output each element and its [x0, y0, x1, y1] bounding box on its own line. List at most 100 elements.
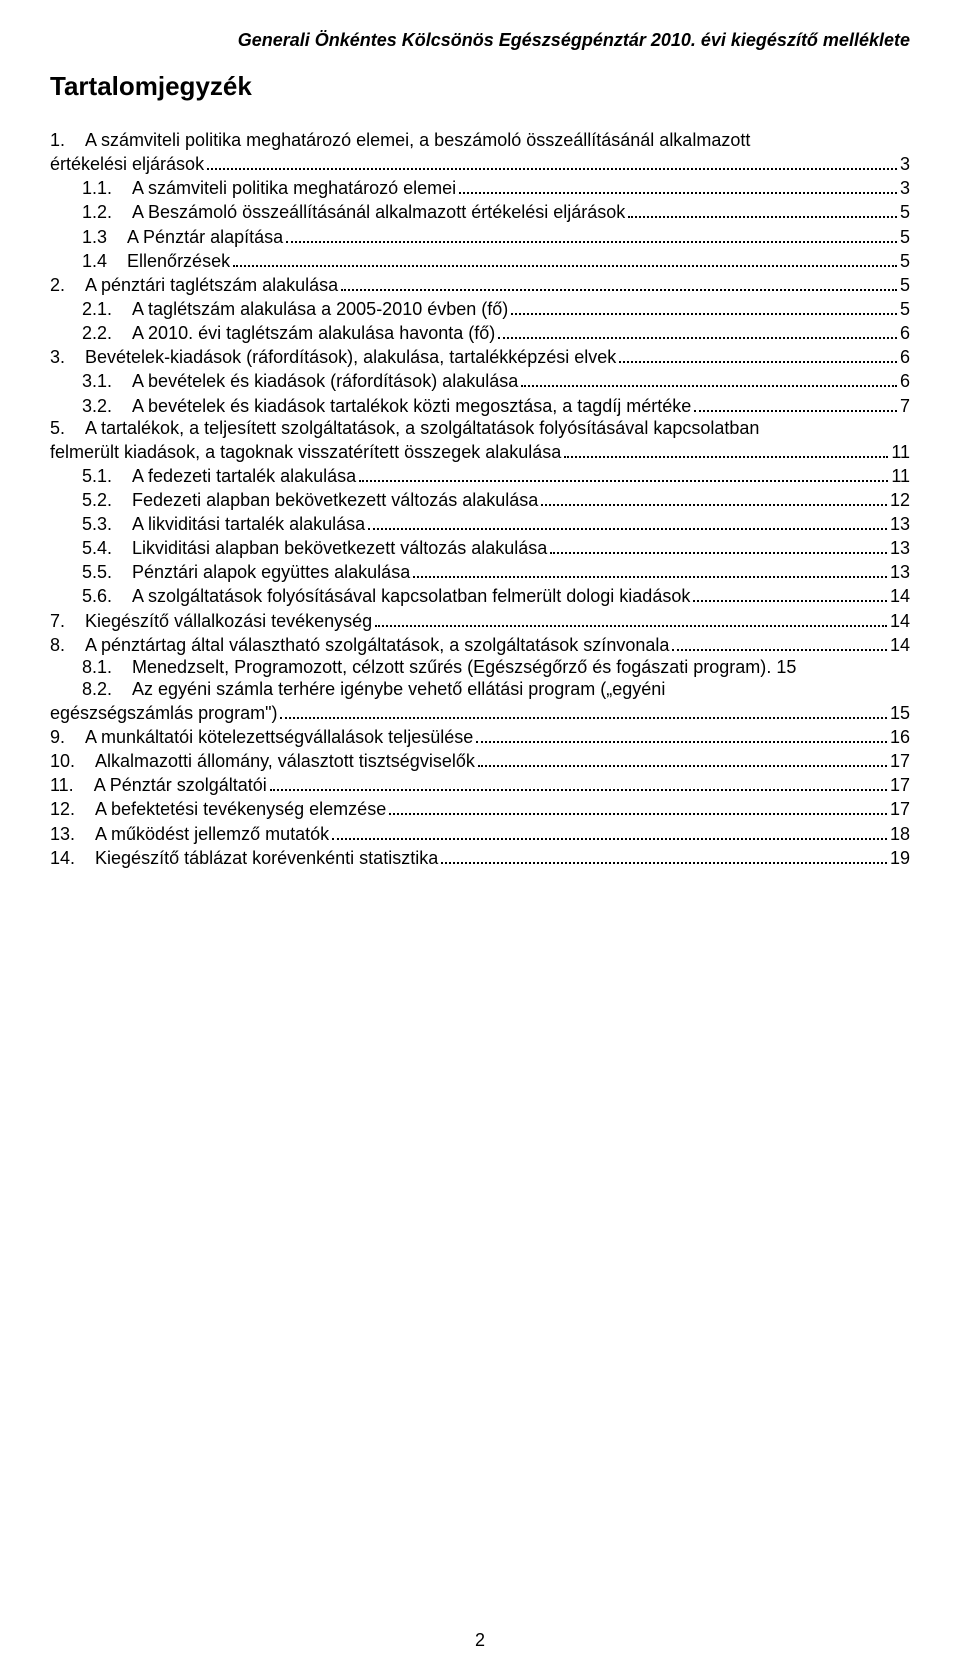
- toc-leader-dots: [476, 725, 887, 743]
- toc-entry-text: 5.3. A likviditási tartalék alakulása: [82, 514, 365, 536]
- toc-entry-page: 5: [900, 275, 910, 297]
- toc-entry-text: 5.6. A szolgáltatások folyósításával kap…: [82, 586, 690, 608]
- toc-entry-text: 8. A pénztártag által választható szolgá…: [50, 635, 669, 657]
- toc-leader-dots: [280, 701, 886, 719]
- toc-entry: 2. A pénztári taglétszám alakulása 5: [50, 273, 910, 297]
- toc-entry-page: 13: [890, 538, 910, 560]
- toc-entry-text: 3. Bevételek-kiadások (ráfordítások), al…: [50, 347, 616, 369]
- toc-entry-page: 14: [890, 635, 910, 657]
- toc-entry-text: 12. A befektetési tevékenység elemzése: [50, 799, 386, 821]
- toc-entry-page: 3: [900, 178, 910, 200]
- toc-entry-text: 5.2. Fedezeti alapban bekövetkezett vált…: [82, 490, 538, 512]
- toc-entry-text: 8.1. Menedzselt, Programozott, célzott s…: [82, 657, 766, 679]
- toc-entry-page: 5: [900, 227, 910, 249]
- toc-entry-text: 11. A Pénztár szolgáltatói: [50, 775, 267, 797]
- toc-entry-page: 17: [890, 775, 910, 797]
- toc-entry: 8. A pénztártag által választható szolgá…: [50, 633, 910, 657]
- toc-entry-page: 19: [890, 848, 910, 870]
- toc-entry-text: 1.1. A számviteli politika meghatározó e…: [82, 178, 456, 200]
- toc-entry-text: 8.2. Az egyéni számla terhére igénybe ve…: [82, 679, 665, 701]
- toc-entry-page: 3: [900, 154, 910, 176]
- toc-entry: 2.1. A taglétszám alakulása a 2005-2010 …: [50, 297, 910, 321]
- toc-entry-page: 15: [890, 703, 910, 725]
- toc-leader-dots: [332, 821, 887, 839]
- toc-title: Tartalomjegyzék: [50, 71, 910, 102]
- toc-entry: 12. A befektetési tevékenység elemzése17: [50, 797, 910, 821]
- toc-entry-page: 12: [890, 490, 910, 512]
- toc-leader-dots: [286, 224, 897, 242]
- toc-entry: felmerült kiadások, a tagoknak visszatér…: [50, 439, 910, 463]
- toc-entry: 5.4. Likviditási alapban bekövetkezett v…: [50, 536, 910, 560]
- toc-entry-text: 2. A pénztári taglétszám alakulása: [50, 275, 338, 297]
- toc-leader-dots: [521, 369, 897, 387]
- toc-entry-page: 16: [890, 727, 910, 749]
- toc-entry-text: 2.1. A taglétszám alakulása a 2005-2010 …: [82, 299, 508, 321]
- toc-leader-dots: [693, 584, 887, 602]
- page-header: Generali Önkéntes Kölcsönös Egészségpénz…: [50, 30, 910, 51]
- toc-entry: egészségszámlás program") 15: [50, 701, 910, 725]
- toc-entry-page: 13: [890, 514, 910, 536]
- toc-entry-text: 5.5. Pénztári alapok együttes alakulása: [82, 562, 410, 584]
- toc-entry-text: egészségszámlás program"): [50, 703, 277, 725]
- toc-entry: 1.3 A Pénztár alapítása 5: [50, 224, 910, 248]
- toc-entry-page: 6: [900, 347, 910, 369]
- toc-entry-text: 2.2. A 2010. évi taglétszám alakulása ha…: [82, 323, 495, 345]
- toc-entry: 5.3. A likviditási tartalék alakulása 13: [50, 512, 910, 536]
- toc-entry-page: 18: [890, 824, 910, 846]
- toc-entry-text: 9. A munkáltatói kötelezettségvállalások…: [50, 727, 473, 749]
- toc-entry-page: 6: [900, 371, 910, 393]
- toc-entry-text: 10. Alkalmazotti állomány, választott ti…: [50, 751, 475, 773]
- toc-leader-dots: [694, 393, 897, 411]
- toc-entry-page: 7: [900, 396, 910, 418]
- toc-entry: 8.2. Az egyéni számla terhére igénybe ve…: [50, 679, 910, 701]
- toc-entry: 5.2. Fedezeti alapban bekövetkezett vált…: [50, 488, 910, 512]
- toc-entry: 8.1. Menedzselt, Programozott, célzott s…: [50, 657, 910, 679]
- toc-entry: 3.1. A bevételek és kiadások (ráfordítás…: [50, 369, 910, 393]
- toc-entry-text: értékelési eljárások: [50, 154, 204, 176]
- toc-entry-page: 14: [890, 586, 910, 608]
- table-of-contents: 1. A számviteli politika meghatározó ele…: [50, 130, 910, 870]
- toc-entry-page: 5: [900, 251, 910, 273]
- toc-entry: értékelési eljárások 3: [50, 152, 910, 176]
- toc-entry: 14. Kiegészítő táblázat korévenkénti sta…: [50, 845, 910, 869]
- toc-entry: 13. A működést jellemző mutatók 18: [50, 821, 910, 845]
- toc-entry-page: 11: [891, 442, 910, 464]
- toc-entry: 1.1. A számviteli politika meghatározó e…: [50, 176, 910, 200]
- toc-leader-dots: [628, 200, 897, 218]
- toc-entry: 3.2. A bevételek és kiadások tartalékok …: [50, 393, 910, 417]
- toc-entry-text: 14. Kiegészítő táblázat korévenkénti sta…: [50, 848, 438, 870]
- toc-entry-text: 1.3 A Pénztár alapítása: [82, 227, 283, 249]
- toc-entry-text: 5.4. Likviditási alapban bekövetkezett v…: [82, 538, 547, 560]
- toc-leader-dots: [389, 797, 887, 815]
- toc-entry-page: 5: [900, 202, 910, 224]
- toc-leader-dots: [270, 773, 887, 791]
- toc-leader-dots: [550, 536, 887, 554]
- toc-entry-page: 17: [890, 751, 910, 773]
- toc-entry: 10. Alkalmazotti állomány, választott ti…: [50, 749, 910, 773]
- toc-entry-text: 13. A működést jellemző mutatók: [50, 824, 329, 846]
- toc-leader-dots: [207, 152, 897, 170]
- toc-entry-text: 1.4 Ellenőrzések: [82, 251, 230, 273]
- toc-leader-dots: [511, 297, 897, 315]
- toc-entry-page: 6: [900, 323, 910, 345]
- toc-entry: 2.2. A 2010. évi taglétszám alakulása ha…: [50, 321, 910, 345]
- toc-entry: 5.6. A szolgáltatások folyósításával kap…: [50, 584, 910, 608]
- toc-entry-text: 5. A tartalékok, a teljesített szolgálta…: [50, 418, 759, 440]
- toc-leader-dots: [672, 633, 887, 651]
- toc-entry-page: 11: [891, 466, 910, 488]
- toc-entry-text: 1.2. A Beszámoló összeállításánál alkalm…: [82, 202, 625, 224]
- toc-entry: 1.2. A Beszámoló összeállításánál alkalm…: [50, 200, 910, 224]
- toc-entry: 5. A tartalékok, a teljesített szolgálta…: [50, 418, 910, 440]
- toc-entry: 1.4 Ellenőrzések 5: [50, 249, 910, 273]
- toc-leader-dots: [375, 608, 887, 626]
- toc-leader-dots: [341, 273, 897, 291]
- toc-leader-dots: [459, 176, 897, 194]
- toc-leader-dots: [233, 249, 897, 267]
- toc-leader-dots: [619, 345, 897, 363]
- toc-entry: 5.1. A fedezeti tartalék alakulása11: [50, 464, 910, 488]
- page-number: 2: [50, 1630, 910, 1671]
- toc-entry: 1. A számviteli politika meghatározó ele…: [50, 130, 910, 152]
- toc-leader-dots: [413, 560, 887, 578]
- toc-leader-dots: [441, 845, 887, 863]
- toc-entry: 5.5. Pénztári alapok együttes alakulása1…: [50, 560, 910, 584]
